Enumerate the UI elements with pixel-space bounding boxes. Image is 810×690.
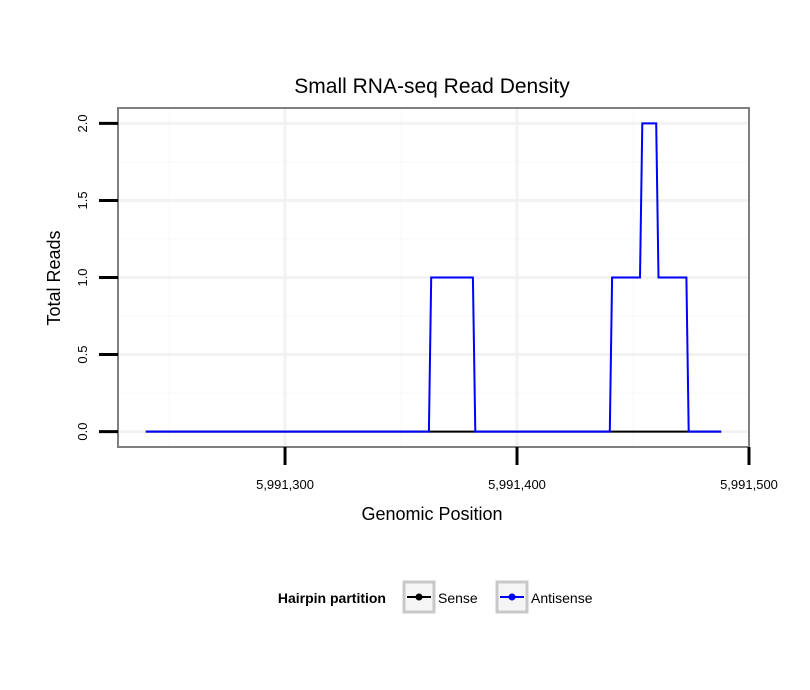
x-axis-title: Genomic Position [361, 504, 502, 524]
series-line-antisense [145, 122, 722, 433]
legend-title: Hairpin partition [278, 590, 386, 606]
legend-label: Antisense [531, 590, 593, 606]
y-tick-label: 0.5 [75, 346, 90, 364]
x-axis: 5,991,300 5,991,400 5,991,500 [256, 447, 778, 492]
legend: Hairpin partition Sense Antisense [278, 580, 593, 614]
y-tick-label: 2.0 [75, 114, 90, 132]
y-axis-title: Total Reads [44, 230, 64, 325]
legend-label: Sense [438, 590, 478, 606]
chart-title: Small RNA-seq Read Density [294, 75, 570, 98]
y-axis: 0.0 0.5 1.0 1.5 2.0 [75, 114, 118, 441]
x-tick-label: 5,991,500 [720, 477, 778, 492]
legend-entry-antisense: Antisense [495, 580, 593, 614]
legend-key-point [508, 593, 516, 601]
y-tick-label: 0.0 [75, 423, 90, 441]
series-layer [145, 122, 722, 433]
legend-entry-sense: Sense [402, 580, 478, 614]
x-tick-label: 5,991,300 [256, 477, 314, 492]
legend-key-point [415, 593, 423, 601]
y-tick-label: 1.0 [75, 268, 90, 286]
x-tick-label: 5,991,400 [488, 477, 546, 492]
y-tick-label: 1.5 [75, 191, 90, 209]
